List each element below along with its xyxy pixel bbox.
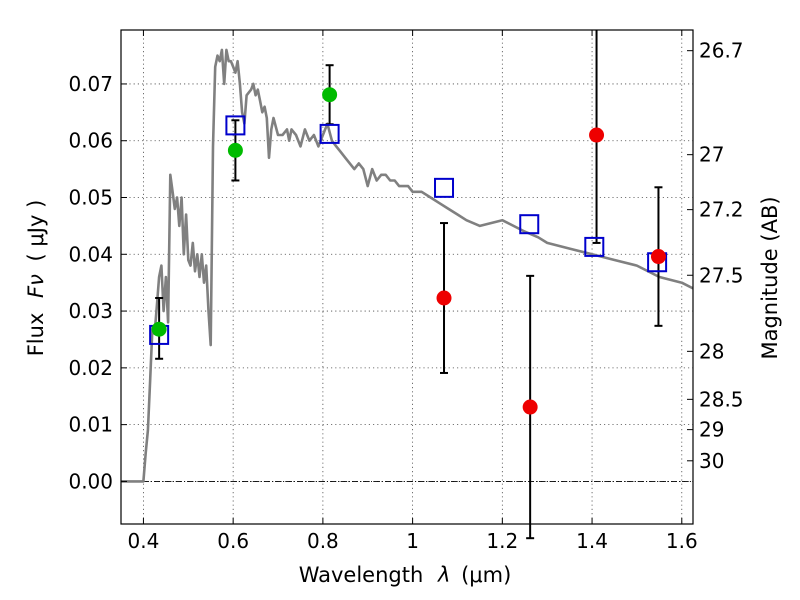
model-spectrum-line — [121, 48, 694, 483]
x-tick-label: 1.2 — [486, 529, 518, 553]
mag-tick-label: 29 — [699, 418, 724, 442]
x-tick-label: 1 — [406, 529, 419, 553]
mag-tick-label: 27 — [699, 143, 724, 167]
non-detection-point — [589, 127, 605, 143]
x-tick-label: 1.6 — [666, 529, 698, 553]
y-axis-label-symbol: Fν — [24, 274, 48, 298]
x-tick-label: 0.4 — [128, 529, 160, 553]
non-detection-point — [650, 249, 666, 265]
y-axis-label-name: Flux — [24, 313, 48, 357]
mag-tick-label: 28.5 — [699, 387, 744, 411]
y-tick-label: 0.03 — [68, 299, 113, 323]
model-photometry-square — [319, 123, 340, 144]
mag-tick-label: 30 — [699, 449, 724, 473]
x-axis-label-symbol: λ — [437, 563, 450, 587]
model-photometry-square — [434, 177, 455, 198]
y-tick-label: 0.05 — [68, 186, 113, 210]
x-axis-label: Wavelength λ (μm) — [299, 563, 512, 587]
mag-tick-label: 27.2 — [699, 198, 744, 222]
non-detection-point — [522, 399, 538, 415]
x-tick-label: 0.6 — [217, 529, 249, 553]
detection-point — [227, 142, 243, 158]
y-axis-label: Flux Fν ( μJy ) — [24, 200, 48, 357]
model-photometry-square — [519, 214, 540, 235]
mag-tick-label: 27.5 — [699, 263, 744, 287]
non-detection-point — [436, 290, 452, 306]
y-tick-label: 0.06 — [68, 129, 113, 153]
marks-layer — [149, 30, 668, 540]
x-axis-label-unit: (μm) — [461, 563, 511, 587]
plot-frame — [120, 29, 694, 525]
y-tick-label: 0.04 — [68, 242, 113, 266]
right-axis-label: Magnitude (AB) — [758, 196, 782, 359]
y-axis-label-unit: ( μJy ) — [24, 200, 48, 262]
model-photometry-square — [225, 115, 246, 136]
mag-tick-label: 26.7 — [699, 39, 744, 63]
y-tick-label: 0.00 — [68, 469, 113, 493]
x-tick-label: 1.4 — [576, 529, 608, 553]
y-tick-label: 0.02 — [68, 356, 113, 380]
x-axis-label-name: Wavelength — [299, 563, 424, 587]
model-photometry-square — [584, 236, 605, 257]
detection-point — [151, 321, 167, 337]
ticks-layer: 0.4 0.6 0.8 1 1.2 1.4 1.6 0.00 0.01 0.02 0.03 0.04 0… — [68, 30, 744, 553]
x-tick-label: 0.8 — [307, 529, 339, 553]
y-tick-label: 0.01 — [68, 413, 113, 437]
y-tick-label: 0.07 — [68, 72, 113, 96]
detection-point — [322, 87, 338, 103]
mag-tick-label: 28 — [699, 339, 724, 363]
